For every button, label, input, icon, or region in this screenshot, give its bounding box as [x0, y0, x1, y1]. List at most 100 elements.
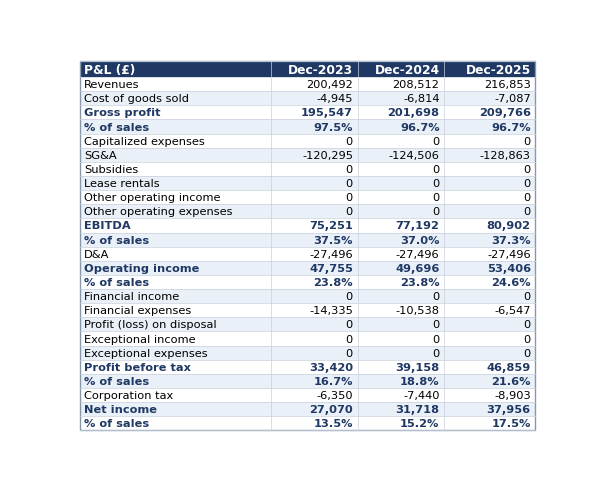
Text: Revenues: Revenues — [84, 80, 140, 90]
Bar — [271, 304, 358, 318]
Text: 37.5%: 37.5% — [313, 235, 353, 245]
Text: -27,496: -27,496 — [396, 249, 440, 259]
Text: -4,945: -4,945 — [316, 94, 353, 104]
Bar — [358, 416, 444, 430]
Bar — [271, 332, 358, 346]
Text: 49,696: 49,696 — [395, 264, 440, 273]
Bar — [80, 374, 271, 388]
Bar — [271, 205, 358, 219]
Bar — [444, 191, 535, 205]
Bar — [271, 261, 358, 275]
Bar — [80, 191, 271, 205]
Bar — [358, 388, 444, 402]
Bar — [358, 374, 444, 388]
Bar — [271, 163, 358, 177]
Text: 0: 0 — [346, 164, 353, 175]
Text: Gross profit: Gross profit — [84, 108, 161, 118]
Text: D&A: D&A — [84, 249, 110, 259]
Bar — [271, 191, 358, 205]
Text: -120,295: -120,295 — [302, 150, 353, 161]
Bar — [444, 388, 535, 402]
Bar — [358, 289, 444, 304]
Bar — [80, 275, 271, 289]
Bar — [80, 388, 271, 402]
Bar — [271, 92, 358, 106]
Bar — [271, 416, 358, 430]
Bar — [271, 289, 358, 304]
Bar — [358, 92, 444, 106]
Bar — [444, 332, 535, 346]
Bar — [80, 205, 271, 219]
Text: 0: 0 — [433, 164, 440, 175]
Text: 97.5%: 97.5% — [313, 122, 353, 132]
Text: Lease rentals: Lease rentals — [84, 179, 160, 189]
Text: 47,755: 47,755 — [309, 264, 353, 273]
Text: 0: 0 — [346, 334, 353, 344]
Bar — [271, 360, 358, 374]
Bar — [271, 247, 358, 261]
Bar — [444, 148, 535, 163]
Text: 0: 0 — [346, 193, 353, 203]
Text: 46,859: 46,859 — [487, 362, 531, 372]
Bar — [358, 106, 444, 120]
Bar — [358, 275, 444, 289]
Text: 75,251: 75,251 — [309, 221, 353, 231]
Text: % of sales: % of sales — [84, 235, 149, 245]
Bar — [80, 177, 271, 191]
Bar — [444, 92, 535, 106]
Text: % of sales: % of sales — [84, 122, 149, 132]
Bar — [80, 163, 271, 177]
Text: Net income: Net income — [84, 405, 157, 414]
Bar — [358, 332, 444, 346]
Text: -27,496: -27,496 — [310, 249, 353, 259]
Text: 0: 0 — [433, 179, 440, 189]
Bar — [358, 304, 444, 318]
Bar — [358, 346, 444, 360]
Bar — [444, 163, 535, 177]
Bar — [358, 219, 444, 233]
Bar — [444, 360, 535, 374]
Text: -7,087: -7,087 — [494, 94, 531, 104]
Text: 0: 0 — [523, 334, 531, 344]
Text: 195,547: 195,547 — [301, 108, 353, 118]
Text: Financial expenses: Financial expenses — [84, 305, 191, 316]
Bar — [80, 219, 271, 233]
Text: Dec-2023: Dec-2023 — [288, 63, 353, 77]
Text: 0: 0 — [346, 320, 353, 330]
Text: Dec-2025: Dec-2025 — [466, 63, 531, 77]
Bar — [271, 233, 358, 247]
Bar — [80, 416, 271, 430]
Text: 31,718: 31,718 — [395, 405, 440, 414]
Bar — [358, 318, 444, 332]
Text: 0: 0 — [523, 164, 531, 175]
Bar — [444, 120, 535, 134]
Text: -6,547: -6,547 — [494, 305, 531, 316]
Bar — [444, 346, 535, 360]
Bar — [444, 62, 535, 78]
Text: -27,496: -27,496 — [487, 249, 531, 259]
Text: 0: 0 — [433, 207, 440, 217]
Bar — [444, 233, 535, 247]
Text: 0: 0 — [346, 348, 353, 358]
Text: Operating income: Operating income — [84, 264, 200, 273]
Text: 0: 0 — [523, 348, 531, 358]
Bar — [80, 134, 271, 148]
Bar — [271, 120, 358, 134]
Text: 13.5%: 13.5% — [313, 419, 353, 428]
Bar — [271, 78, 358, 92]
Bar — [271, 177, 358, 191]
Bar — [444, 289, 535, 304]
Bar — [444, 78, 535, 92]
Bar — [271, 374, 358, 388]
Text: 37.3%: 37.3% — [491, 235, 531, 245]
Bar — [80, 62, 271, 78]
Text: 24.6%: 24.6% — [491, 278, 531, 287]
Bar — [358, 134, 444, 148]
Bar — [444, 134, 535, 148]
Bar — [271, 346, 358, 360]
Text: 39,158: 39,158 — [395, 362, 440, 372]
Text: 27,070: 27,070 — [309, 405, 353, 414]
Text: 0: 0 — [433, 291, 440, 302]
Text: Cost of goods sold: Cost of goods sold — [84, 94, 190, 104]
Text: 96.7%: 96.7% — [491, 122, 531, 132]
